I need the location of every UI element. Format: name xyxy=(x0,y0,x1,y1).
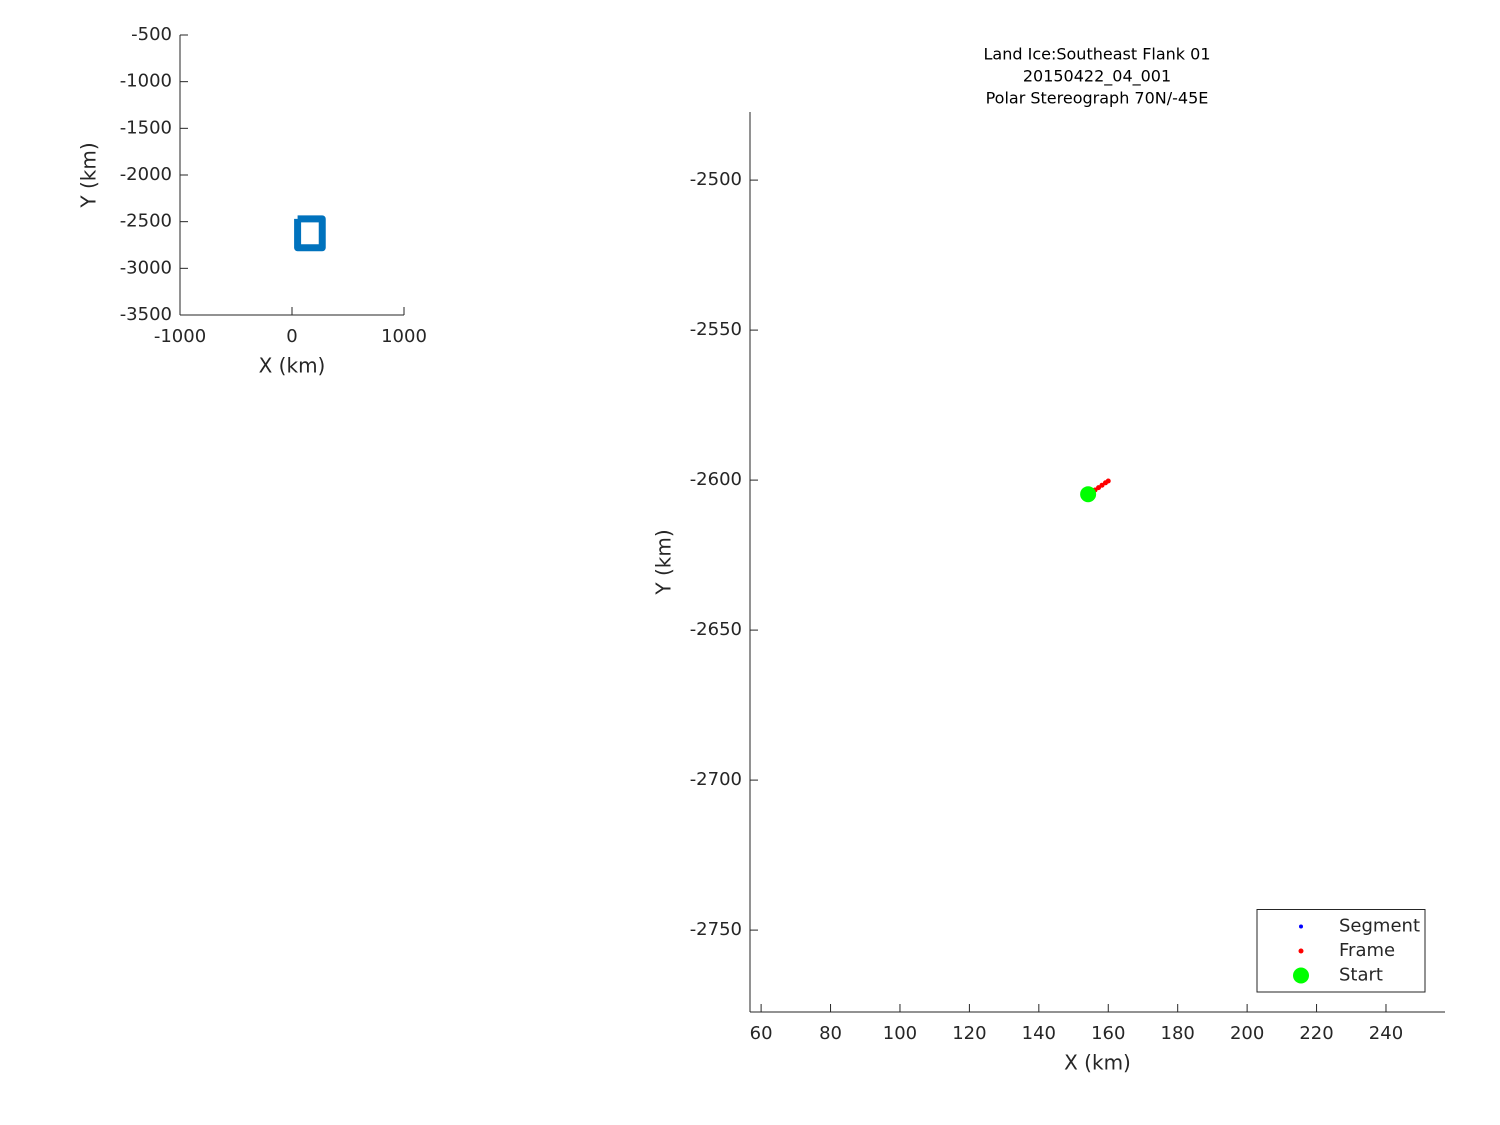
legend-marker xyxy=(1299,924,1303,929)
x-tick-label: 180 xyxy=(1161,1023,1195,1044)
y-tick-label: -2500 xyxy=(120,211,172,232)
y-tick-label: -2600 xyxy=(690,469,742,490)
outline xyxy=(294,215,326,252)
point xyxy=(1096,485,1102,491)
x-tick-label: 140 xyxy=(1022,1023,1056,1044)
y-tick-label: -1000 xyxy=(120,71,172,92)
title-line: Polar Stereograph 70N/-45E xyxy=(986,89,1209,108)
x-tick-label: 240 xyxy=(1369,1023,1403,1044)
y-tick-label: -2000 xyxy=(120,164,172,185)
x-tick-label: 1000 xyxy=(381,326,427,347)
x-tick-label: 100 xyxy=(883,1023,917,1044)
y-tick-label: -2650 xyxy=(690,619,742,640)
legend-label: Segment xyxy=(1339,916,1420,937)
y-tick-label: -500 xyxy=(131,24,172,45)
y-axis-label: Y (km) xyxy=(652,529,676,595)
point xyxy=(1080,486,1097,503)
y-tick-label: -3000 xyxy=(120,257,172,278)
point xyxy=(1105,478,1111,484)
y-tick-label: -2550 xyxy=(690,319,742,340)
title-line: Land Ice:Southeast Flank 01 xyxy=(984,45,1211,64)
x-axis-label: X (km) xyxy=(259,354,326,378)
x-tick-label: 0 xyxy=(286,326,297,347)
x-tick-label: 80 xyxy=(819,1023,842,1044)
point xyxy=(1099,482,1105,488)
x-tick-label: 160 xyxy=(1091,1023,1125,1044)
y-tick-label: -2500 xyxy=(690,169,742,190)
x-tick-label: 220 xyxy=(1299,1023,1333,1044)
legend-marker xyxy=(1298,948,1304,954)
y-tick-label: -2750 xyxy=(690,919,742,940)
legend-label: Frame xyxy=(1339,940,1395,961)
y-tick-label: -1500 xyxy=(120,117,172,138)
legend-label: Start xyxy=(1339,965,1383,986)
legend-marker xyxy=(1293,967,1309,984)
x-axis-label: X (km) xyxy=(1064,1051,1131,1075)
x-tick-label: -1000 xyxy=(154,326,206,347)
title-line: 20150422_04_001 xyxy=(1023,67,1171,87)
x-tick-label: 120 xyxy=(952,1023,986,1044)
y-axis-label: Y (km) xyxy=(77,142,101,208)
legend-box xyxy=(1256,909,1426,993)
y-tick-label: -2700 xyxy=(690,769,742,790)
y-tick-label: -3500 xyxy=(120,304,172,325)
x-tick-label: 200 xyxy=(1230,1023,1264,1044)
x-tick-label: 60 xyxy=(750,1023,773,1044)
